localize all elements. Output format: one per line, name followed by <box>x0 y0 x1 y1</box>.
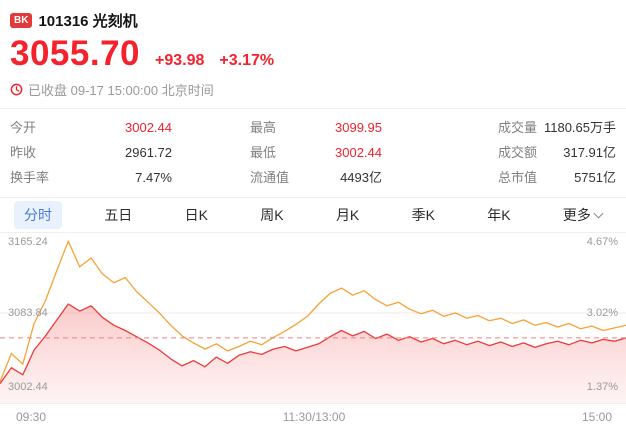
tab-quarterly-k[interactable]: 季K <box>411 207 435 223</box>
page-title: 101316 光刻机 <box>38 13 138 30</box>
x-axis: 09:30 11:30/13:00 15:00 <box>0 403 626 424</box>
x-label-open: 09:30 <box>16 410 47 424</box>
x-label-close: 15:00 <box>581 410 613 424</box>
y-axis-mid-left: 3083.84 <box>8 307 48 319</box>
stat-volume: 成交量 1180.65万手 <box>498 120 616 135</box>
chart-canvas[interactable] <box>0 233 626 403</box>
intraday-chart[interactable]: 3165.24 3083.84 3002.44 4.67% 3.02% 1.37… <box>0 233 626 403</box>
period-tabs: 分时 五日 日K 周K 月K 季K 年K 更多 <box>0 198 626 232</box>
stat-prev-close: 昨收 2961.72 <box>10 145 172 160</box>
orange-series-line <box>0 240 626 383</box>
y-axis-bottom-left: 3002.44 <box>8 381 48 393</box>
tab-intraday[interactable]: 分时 <box>14 201 62 229</box>
price-change-percent: +3.17% <box>219 52 275 69</box>
stat-low: 最低 3002.44 <box>250 145 382 160</box>
stat-market-cap: 总市值 5751亿 <box>498 170 616 185</box>
clock-icon <box>10 83 23 96</box>
tab-5day[interactable]: 五日 <box>104 207 133 223</box>
y-axis-top-left: 3165.24 <box>8 236 48 248</box>
chevron-down-icon <box>593 208 604 219</box>
stats-grid: 今开 3002.44 最高 3099.95 成交量 1180.65万手 昨收 2… <box>0 109 626 197</box>
tab-daily-k[interactable]: 日K <box>184 207 208 223</box>
y-axis-mid-right: 3.02% <box>586 307 618 319</box>
divider <box>0 197 626 198</box>
stat-float-cap: 流通值 4493亿 <box>250 170 382 185</box>
stat-high: 最高 3099.95 <box>250 120 382 135</box>
x-label-midday: 11:30/13:00 <box>282 410 346 424</box>
stat-turnover-amount: 成交额 317.91亿 <box>498 145 616 160</box>
tab-yearly-k[interactable]: 年K <box>487 207 511 223</box>
divider <box>0 232 626 233</box>
stat-open: 今开 3002.44 <box>10 120 172 135</box>
red-series-line <box>0 303 626 384</box>
current-price: 3055.70 <box>10 34 141 73</box>
stat-turnover-rate: 换手率 7.47% <box>10 170 172 185</box>
price-change: +93.98 <box>155 52 205 69</box>
title-row: BK 101316 光刻机 <box>10 10 614 31</box>
y-axis-top-right: 4.67% <box>586 236 618 248</box>
y-axis-bottom-right: 1.37% <box>586 381 618 393</box>
price-area-fill <box>0 304 626 403</box>
header: BK 101316 光刻机 3055.70 +93.98 +3.17% 已收盘 … <box>0 0 626 99</box>
tab-weekly-k[interactable]: 周K <box>260 207 284 223</box>
sector-badge: BK <box>10 13 33 28</box>
price-row: 3055.70 +93.98 +3.17% <box>10 34 614 74</box>
divider <box>0 108 626 109</box>
market-status-row: 已收盘 09-17 15:00:00 北京时间 <box>10 80 614 99</box>
tab-more[interactable]: 更多 <box>553 201 612 229</box>
tab-monthly-k[interactable]: 月K <box>335 207 360 223</box>
market-status-text: 已收盘 09-17 15:00:00 北京时间 <box>28 83 214 98</box>
